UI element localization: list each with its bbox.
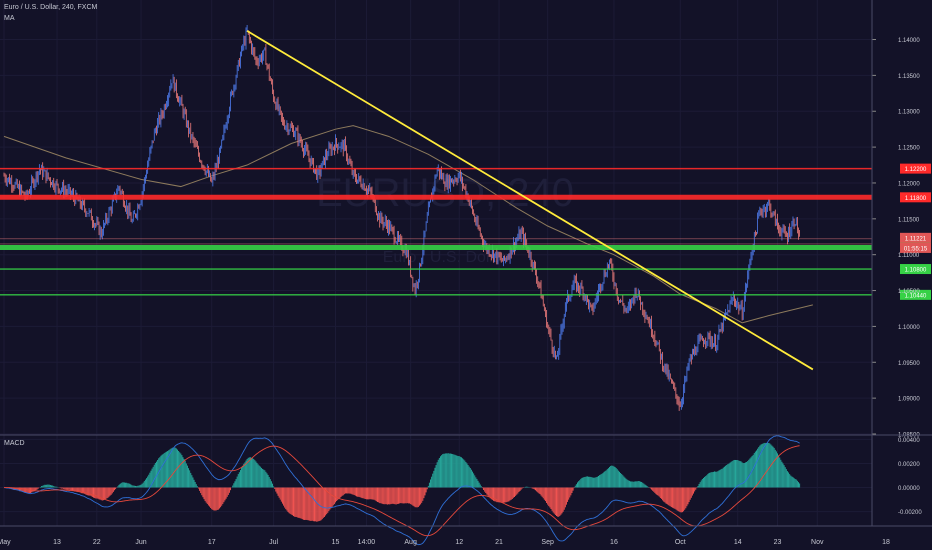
- candles: [3, 24, 800, 411]
- x-tick-label: Aug: [404, 539, 417, 546]
- y-tick-label: 1.12500: [898, 146, 920, 152]
- price-tag: [900, 242, 931, 253]
- y-tick-label: 1.10000: [898, 325, 920, 331]
- watermark-symbol: EURUSD, 240: [316, 171, 574, 215]
- x-tick-label: 12: [455, 539, 463, 546]
- level-tag-text: 1.12200: [905, 167, 927, 173]
- macd-y-tick-label: 0.00000: [898, 486, 920, 492]
- x-tick-label: Jun: [135, 539, 146, 546]
- signal-line: [3, 445, 800, 537]
- x-tick-label: Oct: [675, 539, 686, 546]
- level-tag: [900, 289, 931, 300]
- x-tick-label: Sep: [541, 539, 554, 546]
- y-tick-label: 1.13000: [898, 110, 920, 116]
- horizontal-levels[interactable]: 1.122001.118001.111001.108001.104401.112…: [0, 163, 931, 300]
- x-tick-label: 13: [53, 539, 61, 546]
- y-tick-label: 1.11000: [898, 253, 920, 259]
- x-tick-label: 23: [774, 539, 782, 546]
- price-tag-text: 1.11221: [905, 236, 927, 242]
- macd-y-tick-label: 0.00400: [898, 438, 920, 444]
- x-tick-label: 14:00: [358, 539, 376, 546]
- x-tick-label: 18: [882, 539, 890, 546]
- level-tag-text: 1.11800: [905, 196, 927, 202]
- grid: [0, 0, 872, 526]
- trendline: [246, 30, 814, 371]
- macd-y-tick-label: 0.00200: [898, 462, 920, 468]
- symbol-title[interactable]: Euro / U.S. Dollar, 240, FXCM: [4, 4, 98, 11]
- y-tick-label: 1.09000: [898, 397, 920, 403]
- watermark-name: Euro / U.S. Dollar: [383, 249, 508, 266]
- macd-label[interactable]: MACD: [4, 440, 25, 447]
- x-tick-label: Nov: [811, 539, 824, 546]
- macd-pane: [3, 435, 801, 546]
- y-tick-label: 1.09500: [898, 361, 920, 367]
- x-tick-label: May: [0, 539, 11, 546]
- x-tick-label: 17: [208, 539, 216, 546]
- x-tick-label: Jul: [269, 539, 278, 546]
- watermark: EURUSD, 240 Euro / U.S. Dollar: [316, 171, 574, 266]
- level-tag-text: 1.10800: [905, 268, 927, 274]
- y-tick-label: 1.14000: [898, 38, 920, 44]
- x-tick-label: 21: [495, 539, 503, 546]
- macd-y-tick-label: -0.00200: [898, 510, 922, 516]
- trendline-group[interactable]: [246, 30, 814, 371]
- level-tag: [900, 163, 931, 174]
- y-tick-label: 1.13500: [898, 74, 920, 80]
- price-tag-text: 01:55:15: [904, 246, 928, 252]
- indicator-label[interactable]: MA: [4, 15, 15, 22]
- price-tag: [900, 232, 931, 243]
- y-tick-label: 1.12000: [898, 181, 920, 187]
- x-tick-label: 22: [93, 539, 101, 546]
- y-tick-label: 1.11500: [898, 217, 920, 223]
- level-tag: [900, 264, 931, 275]
- x-tick-label: 16: [610, 539, 618, 546]
- level-tag-text: 1.10440: [905, 293, 927, 299]
- x-tick-label: 15: [332, 539, 340, 546]
- x-tick-label: 14: [734, 539, 742, 546]
- macd-line: [3, 435, 800, 546]
- y-tick-label: 1.10500: [898, 289, 920, 295]
- level-tag: [900, 192, 931, 203]
